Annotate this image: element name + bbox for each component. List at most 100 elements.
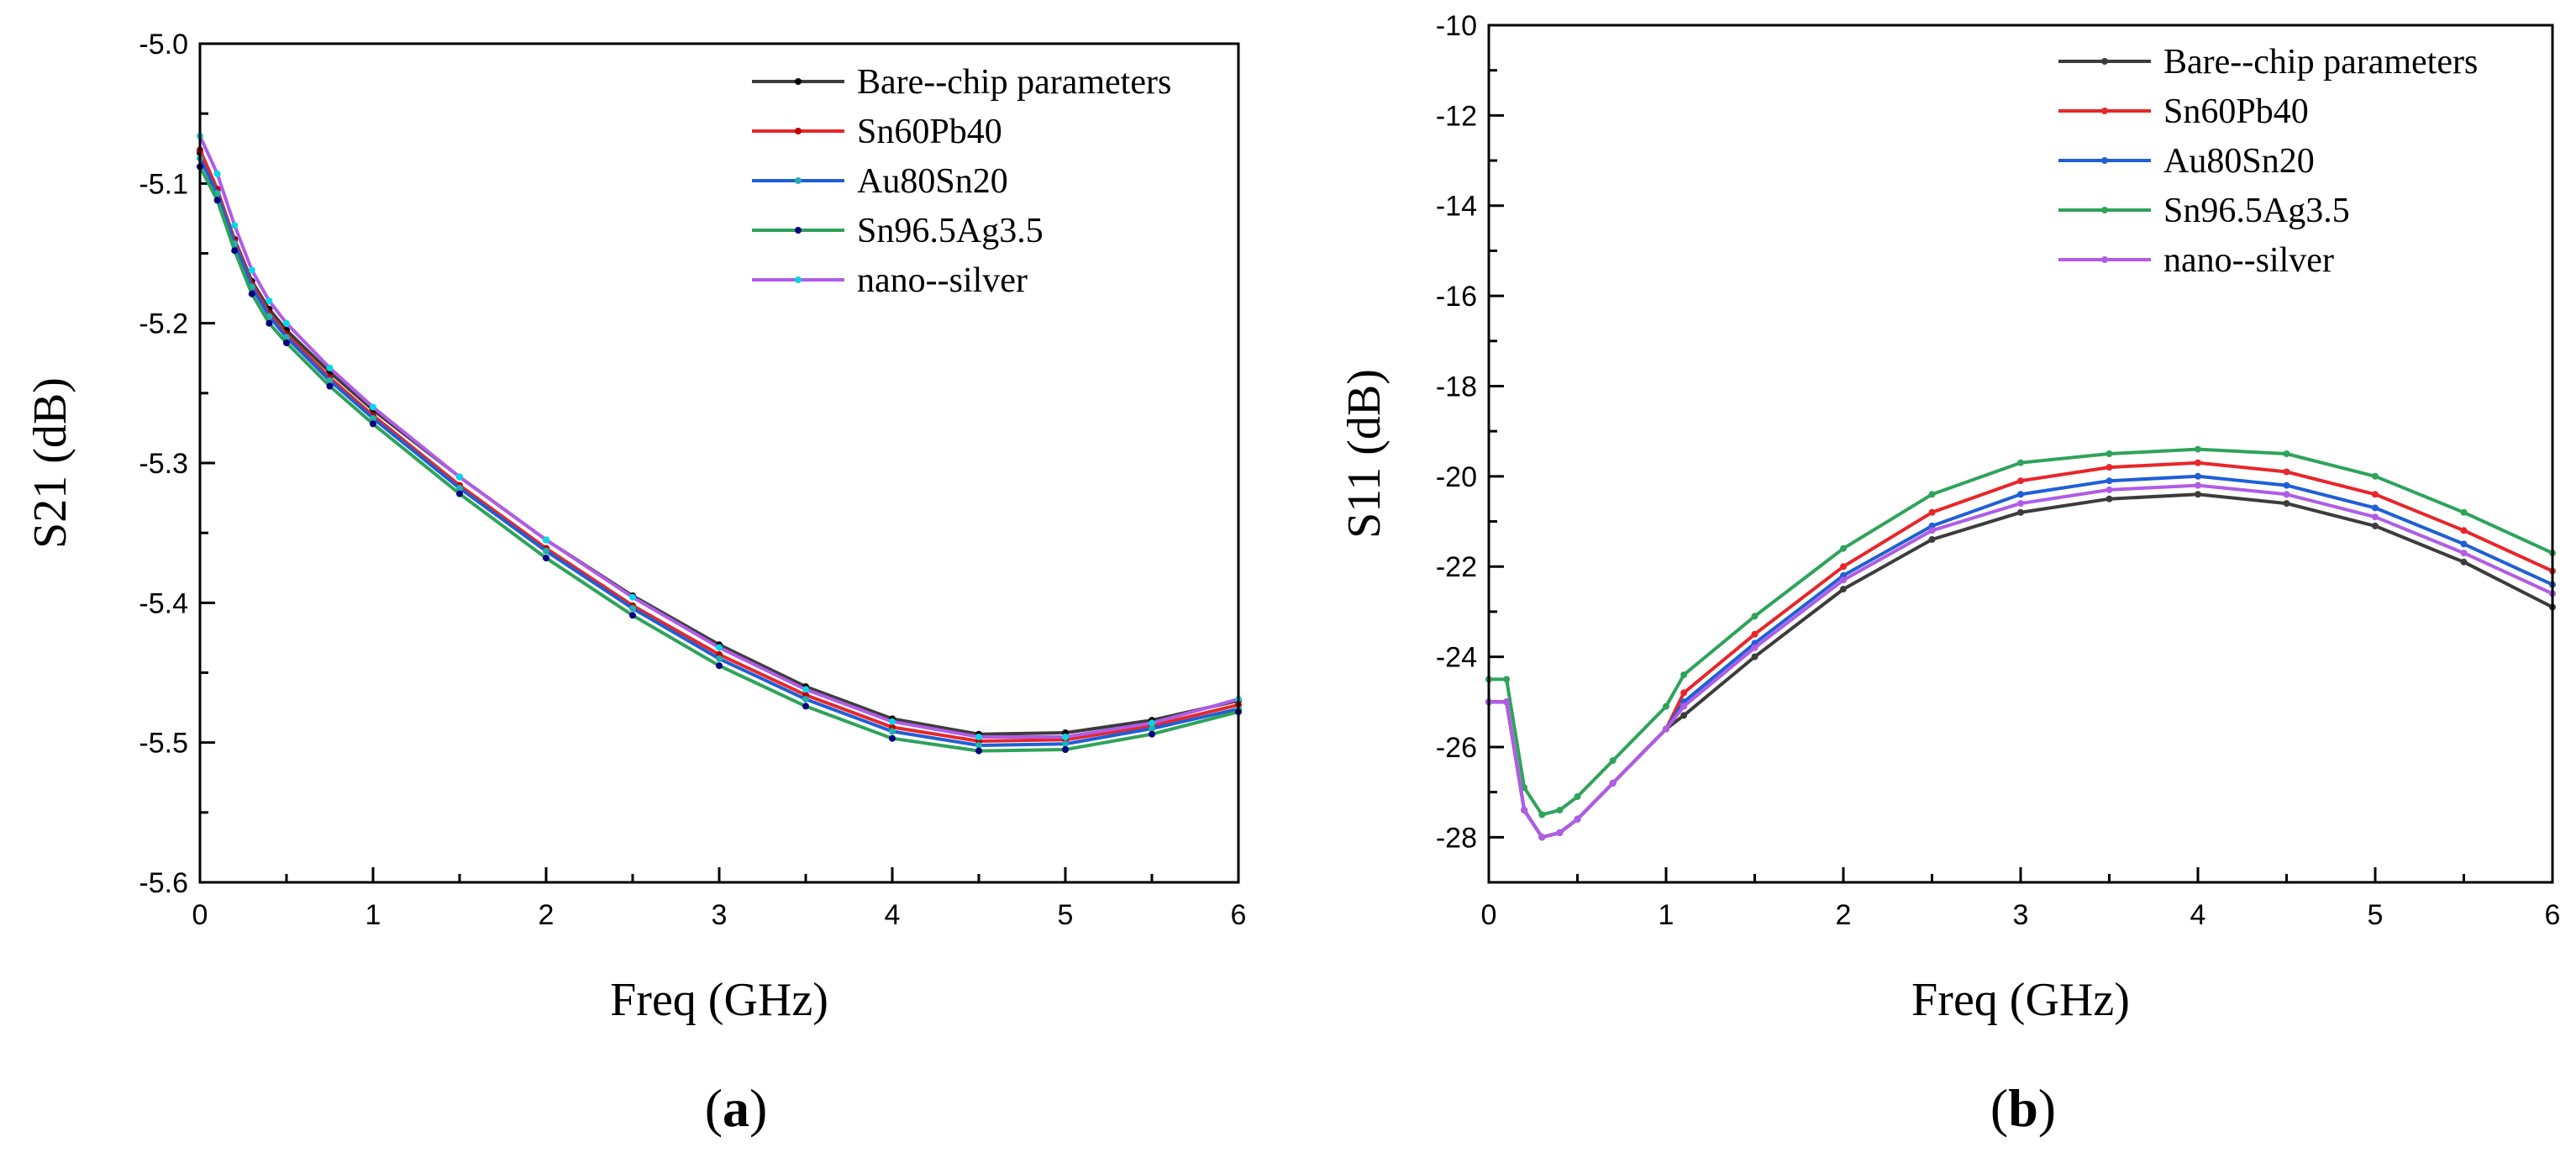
panel-a-y-tick-label: -5.5 (139, 728, 188, 760)
panel-a-series-2 (197, 155, 1242, 749)
panel-b-series-3 (1485, 445, 2556, 818)
panel-b-legend-item: Au80Sn20 (2058, 142, 2315, 181)
panel-b-data-point (1538, 834, 1546, 841)
panel-b-legend-item: Bare--chip parameters (2058, 43, 2478, 82)
panel-b-data-point (1751, 630, 1759, 638)
panel-b-data-point (1840, 586, 1847, 593)
panel-b-data-point (1574, 815, 1581, 823)
panel-a-data-point (802, 696, 809, 703)
panel-a-legend-marker (795, 276, 802, 283)
panel-a-x-tick-label: 6 (1231, 899, 1247, 931)
panel-a-y-tick-label: -5.6 (139, 867, 188, 899)
panel-b-legend-label: Au80Sn20 (2163, 142, 2315, 181)
panel-a-x-tick-label: 1 (365, 899, 381, 931)
panel-b-series-0 (1485, 491, 2556, 841)
panel-a-caption-letter: a (723, 1078, 749, 1138)
panel-b-data-point (1751, 644, 1759, 651)
panel-a-plot-frame (198, 42, 1240, 884)
panel-a-data-point (975, 747, 982, 755)
panel-b-legend-label: Bare--chip parameters (2163, 43, 2478, 82)
panel-b-y-tick-label: -12 (1436, 100, 1477, 132)
panel-a-data-point (283, 319, 290, 327)
panel-b-data-point (2372, 504, 2379, 512)
panel-b-x-tick-label: 3 (2013, 899, 2029, 931)
panel-b-series-line (1487, 474, 2554, 839)
panel-b-caption-letter: b (2008, 1078, 2038, 1138)
panel-b-x-tick-label: 6 (2545, 899, 2561, 931)
panel-b-data-point (1556, 807, 1564, 814)
panel-a-data-point (265, 319, 273, 327)
panel-b-data-point (2195, 491, 2201, 498)
panel-a-legend-marker (795, 227, 802, 234)
panel-a-data-point (456, 490, 463, 497)
panel-b-data-point (1751, 653, 1759, 660)
panel-b-data-point (1840, 563, 1847, 571)
panel-b-data-point (2105, 464, 2113, 471)
panel-a-y-tick-label: -5.2 (139, 308, 188, 340)
panel-a-data-point (370, 420, 376, 428)
panel-b-legend-item: Sn96.5Ag3.5 (2058, 192, 2350, 230)
panel-b-data-point (2195, 472, 2201, 480)
panel-b-y-tick-label: -14 (1436, 191, 1477, 223)
panel-a-data-point (889, 718, 896, 725)
panel-a-data-point (1149, 719, 1155, 727)
panel-a-y-axis-title: S21 (dB) (24, 377, 76, 549)
panel-b-data-point (2283, 500, 2290, 508)
panel-a-data-point (716, 655, 723, 662)
panel-b-data-point (2460, 527, 2468, 534)
panel-a-data-point (283, 339, 290, 346)
panel-b-data-point (2372, 472, 2379, 480)
panel-b-data-point (1521, 807, 1528, 814)
panel-b-data-point (2195, 482, 2201, 489)
panel-b-y-tick-label: -24 (1436, 642, 1477, 674)
panel-b-data-point (2105, 450, 2113, 457)
panel-a-legend-item: Au80Sn20 (752, 162, 1008, 201)
panel-b-series-line (1487, 460, 2554, 839)
panel-a-legend-item: Sn60Pb40 (752, 113, 1002, 151)
panel-a-data-point (1149, 730, 1155, 738)
panel-b-data-point (2283, 482, 2290, 489)
panel-b-data-point (1609, 757, 1617, 765)
panel-b-data-point (1680, 703, 1688, 710)
panel-a-data-point (629, 593, 636, 601)
panel-b-data-point (1680, 712, 1688, 719)
panel-a-data-point (543, 555, 549, 562)
panel-a-legend-item: nano--silver (752, 261, 1028, 300)
panel-b-legend-item: nano--silver (2058, 241, 2334, 280)
panel-b-data-point (1538, 811, 1546, 818)
panel-a-legend-marker (795, 78, 802, 85)
panel-b-data-point (2105, 486, 2113, 493)
panel-b-data-point (1663, 703, 1669, 710)
panel-a-series-3 (197, 163, 1242, 755)
panel-a-data-point (370, 414, 376, 422)
panel-a-legend-item: Sn96.5Ag3.5 (752, 212, 1044, 250)
panel-a-data-point (716, 662, 723, 670)
panel-b-data-point (2460, 550, 2468, 557)
panel-b-data-point (2372, 513, 2379, 521)
panel-a-data-point (456, 484, 463, 492)
panel-b-legend-marker (2101, 157, 2108, 164)
panel-b-data-point (1928, 527, 1936, 534)
panel-a-x-tick-label: 3 (712, 899, 728, 931)
panel-b-data-point (2372, 522, 2379, 529)
panel-b-legend: Bare--chip parameters Sn60Pb40 Au80Sn20 Sn9… (2058, 43, 2478, 280)
panel-b-y-tick-label: -16 (1436, 281, 1477, 313)
panel-b-x-tick-label: 4 (2190, 899, 2206, 931)
panel-b-data-point (2017, 459, 2024, 466)
panel-a-data-point (326, 382, 334, 390)
panel-b-data-point (2017, 500, 2024, 508)
panel-a-legend: Bare--chip parameters Sn60Pb40 Au80Sn20 Sn9… (752, 63, 1171, 300)
panel-b-data-point (1928, 491, 1936, 498)
panel-b-legend-marker (2101, 207, 2108, 213)
panel-b-legend-label: nano--silver (2163, 241, 2334, 280)
panel-b-data-point (1503, 676, 1511, 683)
panel-a-data-point (326, 364, 334, 371)
panel-b-data-point (2283, 450, 2290, 457)
panel-b-series-4 (1485, 482, 2556, 841)
panel-b-data-point (2017, 477, 2024, 485)
panel-a-data-point (802, 686, 809, 693)
panel-a-legend-label: Bare--chip parameters (857, 63, 1171, 102)
panel-b-series-line (1487, 492, 2554, 839)
panel-a-data-point (213, 197, 221, 204)
panel-a-x-tick-label: 4 (885, 899, 901, 931)
